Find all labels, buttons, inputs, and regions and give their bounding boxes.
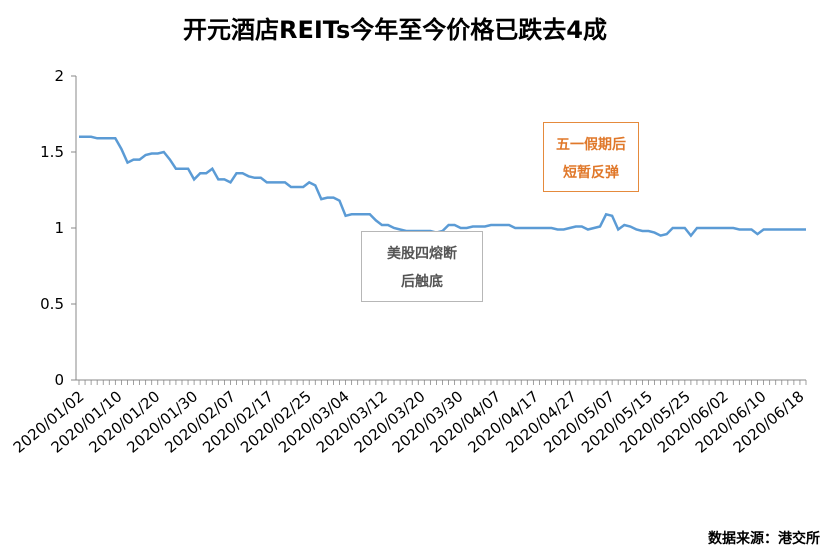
y-tick-label: 0 xyxy=(54,371,64,389)
annotation-rebound: 五一假期后 短暂反弹 xyxy=(543,122,639,192)
chart-title: 开元酒店REITs今年至今价格已跌去4成 xyxy=(183,16,607,44)
annotation-rebound-line-2: 短暂反弹 xyxy=(563,165,619,181)
annotation-bottom: 美股四熔断 后触底 xyxy=(361,231,483,302)
annotation-bottom-line-2: 后触底 xyxy=(401,274,443,290)
y-axis-ticks: 0 0.5 1 1.5 2 xyxy=(40,67,76,389)
annotation-bottom-line-1: 美股四熔断 xyxy=(387,246,457,262)
y-tick-label: 1.5 xyxy=(40,143,64,161)
y-tick-label: 1 xyxy=(54,219,64,237)
x-axis-ticks: 2020/01/022020/01/102020/01/202020/01/30… xyxy=(10,380,808,457)
annotation-rebound-line-1: 五一假期后 xyxy=(556,137,626,153)
y-tick-label: 2 xyxy=(54,67,64,85)
y-tick-label: 0.5 xyxy=(40,295,64,313)
data-source: 数据来源：港交所 xyxy=(708,531,820,547)
series-line xyxy=(79,135,806,238)
